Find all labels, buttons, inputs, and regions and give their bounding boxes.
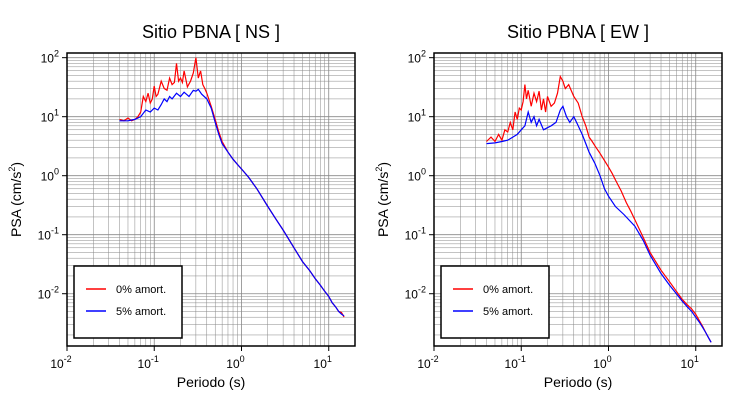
chart-title: Sitio PBNA [ EW ] [507, 22, 649, 42]
y-tick-label: 101 [41, 108, 59, 125]
y-axis-label: PSA (cm/s2) [7, 162, 24, 237]
series-line-five-percent-damping [486, 104, 712, 343]
x-tick-label: 101 [314, 354, 332, 371]
legend-label: 5% amort. [483, 306, 533, 318]
x-tick-label: 100 [593, 354, 611, 371]
x-tick-label: 100 [226, 354, 244, 371]
y-tick-label: 100 [408, 167, 426, 184]
legend-label: 0% amort. [483, 284, 533, 296]
x-tick-label: 10-2 [50, 354, 71, 371]
chart-title: Sitio PBNA [ NS ] [142, 22, 280, 42]
legend: 0% amort. 5% amort. [73, 265, 183, 339]
y-tick-label: 102 [41, 49, 59, 66]
y-tick-label: 102 [408, 49, 426, 66]
legend-box [73, 265, 183, 339]
grid [66, 53, 356, 346]
x-axis-label: Periodo (s) [177, 374, 245, 390]
x-tick-label: 101 [681, 354, 699, 371]
x-axis-label: Periodo (s) [544, 374, 612, 390]
x-tick-label: 10-2 [417, 354, 438, 371]
y-axis-label: PSA (cm/s2) [374, 162, 391, 237]
y-tick-label: 10-2 [38, 285, 59, 302]
y-tick-label: 10-1 [405, 226, 426, 243]
series-line-zero-damping [486, 74, 712, 343]
y-tick-label: 101 [408, 108, 426, 125]
plot-frame [433, 52, 723, 347]
y-tick-label: 10-1 [38, 226, 59, 243]
chart-panel-1: 10-2 10-1 100 101 10-2 10-1 100 101 102 Sitio PBN… [7, 22, 356, 390]
x-tick-label: 10-1 [138, 354, 159, 371]
plot-frame [66, 52, 356, 347]
x-tick-label: 10-1 [505, 354, 526, 371]
legend-box [440, 265, 550, 339]
legend-label: 0% amort. [116, 284, 166, 296]
chart-panel-2: 10-2 10-1 100 101 10-2 10-1 100 101 102 Sitio PBN… [374, 22, 723, 390]
y-tick-label: 100 [41, 167, 59, 184]
legend-label: 5% amort. [116, 306, 166, 318]
y-tick-label: 10-2 [405, 285, 426, 302]
legend: 0% amort. 5% amort. [440, 265, 550, 339]
series-line-five-percent-damping [119, 88, 345, 317]
